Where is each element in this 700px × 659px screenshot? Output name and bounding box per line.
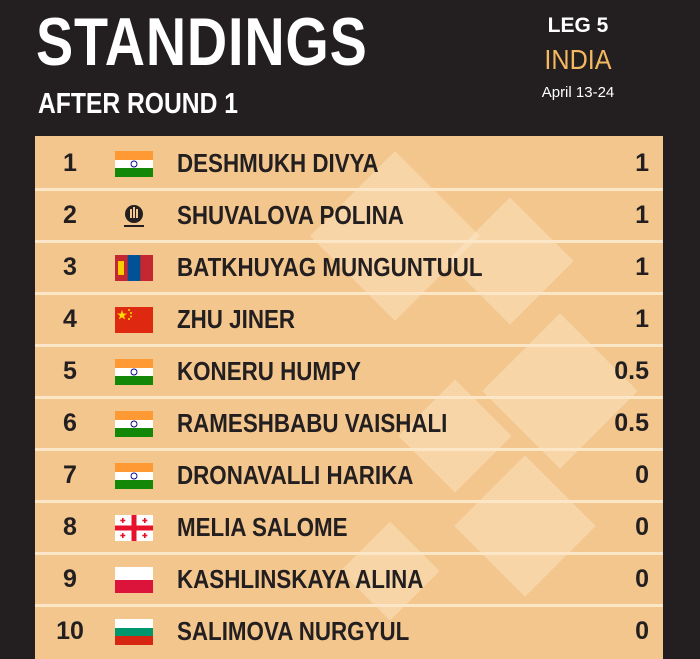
row-separator [35, 188, 663, 191]
player-name: SALIMOVA NURGYUL [177, 616, 410, 646]
player-score: 0 [635, 513, 649, 541]
player-name: KASHLINSKAYA ALINA [177, 564, 424, 594]
player-score: 0.5 [614, 357, 649, 385]
dates-label: April 13-24 [541, 84, 615, 101]
player-name: DRONAVALLI HARIKA [177, 460, 414, 490]
rank-number: 7 [63, 461, 77, 489]
row-separator [35, 448, 663, 451]
player-score: 0 [635, 461, 649, 489]
india-flag-icon [115, 358, 153, 385]
row-separator [35, 344, 663, 347]
rank-number: 6 [63, 409, 77, 437]
standings-row: 8 MELIA SALOME 0 [35, 503, 663, 552]
rank-number: 8 [63, 513, 77, 541]
page-title: STANDINGS [36, 4, 368, 80]
standings-row: 10 SALIMOVA NURGYUL 0 [35, 607, 663, 656]
row-separator [35, 604, 663, 607]
georgia-flag-icon [115, 514, 153, 541]
player-score: 1 [635, 201, 649, 229]
standings-row: 2 SHUVALOVA POLINA 1 [35, 191, 663, 240]
rank-number: 3 [63, 253, 77, 281]
standings-row: 7 DRONAVALLI HARIKA 0 [35, 451, 663, 500]
india-flag-icon [115, 410, 153, 437]
china-flag-icon [115, 306, 153, 333]
mongolia-flag-icon [115, 254, 153, 281]
player-score: 1 [635, 305, 649, 333]
player-name: DESHMUKH DIVYA [177, 148, 379, 178]
standings-row: 5 KONERU HUMPY 0.5 [35, 347, 663, 396]
rank-number: 5 [63, 357, 77, 385]
rank-number: 4 [63, 305, 77, 333]
poland-flag-icon [115, 566, 153, 593]
country-label: INDIA [544, 44, 612, 75]
row-separator [35, 240, 663, 243]
row-separator [35, 292, 663, 295]
leg-label: LEG 5 [547, 14, 609, 37]
player-score: 0.5 [614, 409, 649, 437]
row-separator [35, 500, 663, 503]
standings-row: 3 BATKHUYAG MUNGUNTUUL 1 [35, 243, 663, 292]
standings-row: 1 DESHMUKH DIVYA 1 [35, 139, 663, 188]
player-score: 0 [635, 617, 649, 645]
india-flag-icon [115, 150, 153, 177]
bulgaria-flag-icon [115, 618, 153, 645]
standings-row: 9 KASHLINSKAYA ALINA 0 [35, 555, 663, 604]
row-separator [35, 396, 663, 399]
player-name: MELIA SALOME [177, 512, 348, 542]
rank-number: 2 [63, 201, 77, 229]
standings-row: 6 RAMESHBABU VAISHALI 0.5 [35, 399, 663, 448]
player-name: RAMESHBABU VAISHALI [177, 408, 448, 438]
rank-number: 10 [56, 617, 84, 645]
rank-number: 9 [63, 565, 77, 593]
page-subtitle: AFTER ROUND 1 [38, 88, 238, 120]
player-score: 1 [635, 149, 649, 177]
standings-row: 4 ZHU JINER 1 [35, 295, 663, 344]
player-name: SHUVALOVA POLINA [177, 200, 404, 230]
player-name: KONERU HUMPY [177, 356, 361, 386]
rank-number: 1 [63, 149, 77, 177]
fide-logo-icon [115, 203, 153, 229]
india-flag-icon [115, 462, 153, 489]
player-score: 1 [635, 253, 649, 281]
standings-table: 1 DESHMUKH DIVYA 1 2 SHUVALOVA POLINA 1 3 BATKH… [35, 136, 663, 659]
row-separator [35, 552, 663, 555]
player-score: 0 [635, 565, 649, 593]
player-name: ZHU JINER [177, 304, 296, 334]
player-name: BATKHUYAG MUNGUNTUUL [177, 252, 483, 282]
